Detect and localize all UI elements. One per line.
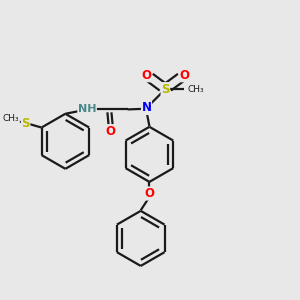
Text: O: O [144,187,154,200]
Text: S: S [161,82,170,96]
Text: NH: NH [78,104,96,114]
Text: CH₃: CH₃ [3,114,20,123]
Text: N: N [142,101,152,115]
Text: O: O [106,125,116,138]
Text: CH₃: CH₃ [187,85,204,94]
Text: O: O [142,69,152,82]
Text: S: S [21,117,30,130]
Text: O: O [179,69,189,82]
